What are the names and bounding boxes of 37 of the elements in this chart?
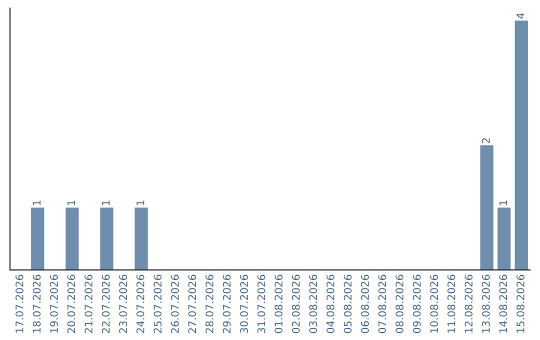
x-tick-label: 03.08.2026: [309, 274, 318, 334]
data-label: 1: [32, 200, 41, 206]
x-tick-label: 20.07.2026: [67, 274, 76, 334]
data-label: 2: [482, 138, 490, 144]
x-tick-label: 05.08.2026: [344, 274, 352, 334]
x-tick-label: 01.08.2026: [274, 274, 283, 334]
x-tick-label: 19.07.2026: [50, 274, 58, 333]
data-label: 1: [102, 200, 110, 206]
data-label: 1: [136, 200, 144, 206]
data-label: 1: [499, 200, 507, 206]
x-tick-label: 06.08.2026: [361, 274, 369, 334]
x-tick-label: 08.08.2026: [396, 274, 404, 334]
x-tick-label: 21.07.2026: [84, 274, 92, 334]
x-tick-label: 22.07.2026: [102, 274, 110, 334]
x-tick-label: 23.07.2026: [119, 274, 128, 334]
x-tick-label: 31.07.2026: [257, 274, 266, 333]
x-tick-label: 04.08.2026: [326, 274, 334, 334]
x-tick-label: 18.07.2026: [32, 274, 41, 333]
x-tick-label: 27.07.2026: [188, 274, 196, 334]
x-tick-label: 29.07.2026: [222, 274, 231, 334]
x-tick-label: 09.08.2026: [412, 274, 421, 334]
x-tick-label: 30.07.2026: [240, 274, 248, 333]
data-label: 1: [67, 200, 76, 206]
x-tick-label: 24.07.2026: [136, 274, 144, 334]
x-tick-label: 26.07.2026: [170, 274, 179, 334]
x-tick-label: 10.08.2026: [430, 274, 438, 333]
x-tick-label: 25.07.2026: [154, 274, 162, 334]
x-tick-label: 15.08.2026: [516, 274, 524, 333]
x-tick-label: 17.07.2026: [16, 274, 24, 333]
x-tick-label: 07.08.2026: [378, 274, 386, 334]
x-tick-label: 02.08.2026: [292, 274, 300, 334]
x-tick-label: 12.08.2026: [464, 274, 473, 333]
x-tick-label: 11.08.2026: [447, 274, 456, 333]
x-tick-label: 13.08.2026: [482, 274, 490, 333]
x-tick-label: 14.08.2026: [499, 274, 508, 333]
x-tick-label: 28.07.2026: [206, 274, 214, 334]
data-label: 4: [516, 13, 524, 19]
